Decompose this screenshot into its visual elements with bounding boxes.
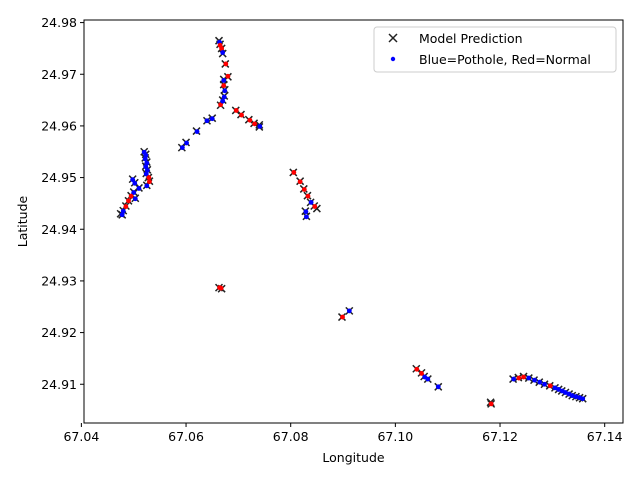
x-tick-label: 67.10 [377, 429, 413, 444]
pothole-dot [435, 384, 441, 390]
y-tick-label: 24.92 [41, 325, 77, 340]
pothole-dot [532, 377, 537, 383]
pothole-dot [542, 381, 547, 387]
pothole-dot [144, 183, 150, 189]
pothole-dot [304, 214, 309, 220]
pothole-dot [221, 78, 227, 83]
pothole-dot [425, 376, 431, 382]
pothole-dot [132, 180, 138, 186]
normal-dot [123, 204, 129, 209]
legend-label-prediction: Model Prediction [419, 31, 523, 46]
pothole-dot [511, 376, 517, 382]
normal-dot [340, 314, 345, 320]
normal-dot [521, 374, 526, 380]
pothole-dot [552, 385, 558, 391]
pothole-dot [204, 118, 210, 124]
normal-dot [219, 46, 225, 51]
pothole-dot [346, 308, 352, 314]
pothole-dot [526, 375, 532, 381]
y-tick-label: 24.95 [41, 170, 77, 185]
x-axis-label: Longitude [322, 450, 384, 465]
normal-dot [223, 61, 229, 67]
legend-box [373, 26, 617, 73]
normal-dot [146, 175, 152, 180]
normal-dot [225, 73, 231, 79]
pothole-dot [184, 140, 189, 146]
normal-dot [291, 170, 297, 175]
pothole-dot [563, 390, 568, 395]
normal-dot [419, 371, 424, 376]
normal-dot [218, 102, 223, 108]
normal-dot [233, 108, 239, 113]
class-dots [119, 39, 586, 407]
pothole-dot [194, 129, 200, 135]
legend: Model Prediction Blue=Pothole, Red=Norma… [373, 26, 617, 73]
pothole-dot [556, 387, 562, 392]
pothole-dot [131, 190, 137, 195]
pothole-dot [222, 88, 228, 94]
pothole-dot [220, 50, 226, 55]
x-tick-label: 67.04 [63, 429, 99, 444]
normal-dot [305, 193, 311, 199]
y-tick-label: 24.97 [41, 67, 77, 82]
pothole-dot [537, 379, 543, 385]
normal-dot [221, 83, 227, 89]
pothole-dot [179, 145, 185, 151]
pothole-dot [143, 171, 149, 177]
pothole-dot [569, 393, 575, 399]
x-tick-label: 67.14 [587, 429, 623, 444]
x-tick-label: 67.06 [168, 429, 204, 444]
normal-dot [252, 121, 257, 127]
normal-dot [488, 401, 494, 407]
y-tick-label: 24.94 [41, 222, 77, 237]
pothole-dot [130, 177, 136, 183]
pothole-dot [142, 156, 148, 162]
pothole-dot [143, 152, 149, 158]
normal-dot [414, 366, 420, 372]
pothole-dot [257, 124, 263, 129]
legend-marker-x [388, 33, 398, 43]
normal-dot [128, 193, 134, 199]
plot-area: 67.04 67.06 67.08 67.10 67.12 67.14 24.91 24.92… [41, 15, 624, 444]
normal-dot [147, 179, 152, 185]
normal-dot [239, 112, 244, 118]
normal-dot [247, 117, 253, 123]
pothole-dot [120, 208, 126, 214]
pothole-dot [136, 186, 142, 191]
normal-dot [297, 179, 303, 185]
pothole-dot [573, 394, 579, 400]
y-tick-label: 24.91 [41, 377, 77, 392]
pothole-dot [209, 116, 215, 122]
pothole-dot [308, 199, 314, 205]
y-tick-label: 24.98 [41, 15, 77, 30]
normal-dot [218, 285, 224, 291]
plot-frame [83, 19, 624, 424]
y-tick-label: 24.96 [41, 118, 77, 133]
y-tick-label: 24.93 [41, 273, 77, 288]
legend-marker-dot [390, 56, 396, 62]
axis-ticks: 67.04 67.06 67.08 67.10 67.12 67.14 24.91 24.92… [41, 15, 622, 444]
normal-dot [312, 204, 318, 209]
normal-dot [547, 383, 553, 389]
normal-dot [126, 198, 131, 204]
legend-label-classes: Blue=Pothole, Red=Normal [419, 52, 591, 67]
y-axis-label: Latitude [15, 195, 30, 247]
x-tick-label: 67.12 [482, 429, 518, 444]
pothole-dot [580, 396, 586, 402]
pothole-dot [143, 164, 149, 170]
x-tick-label: 67.08 [273, 429, 309, 444]
pothole-dot [144, 167, 150, 173]
pothole-dot [220, 98, 226, 104]
normal-dot [516, 375, 522, 381]
pothole-dot [303, 209, 309, 215]
pothole-dot [144, 160, 150, 166]
normal-dot [301, 187, 307, 192]
pothole-dot [119, 212, 125, 218]
pothole-dot [132, 196, 138, 202]
pothole-dot [221, 94, 227, 100]
